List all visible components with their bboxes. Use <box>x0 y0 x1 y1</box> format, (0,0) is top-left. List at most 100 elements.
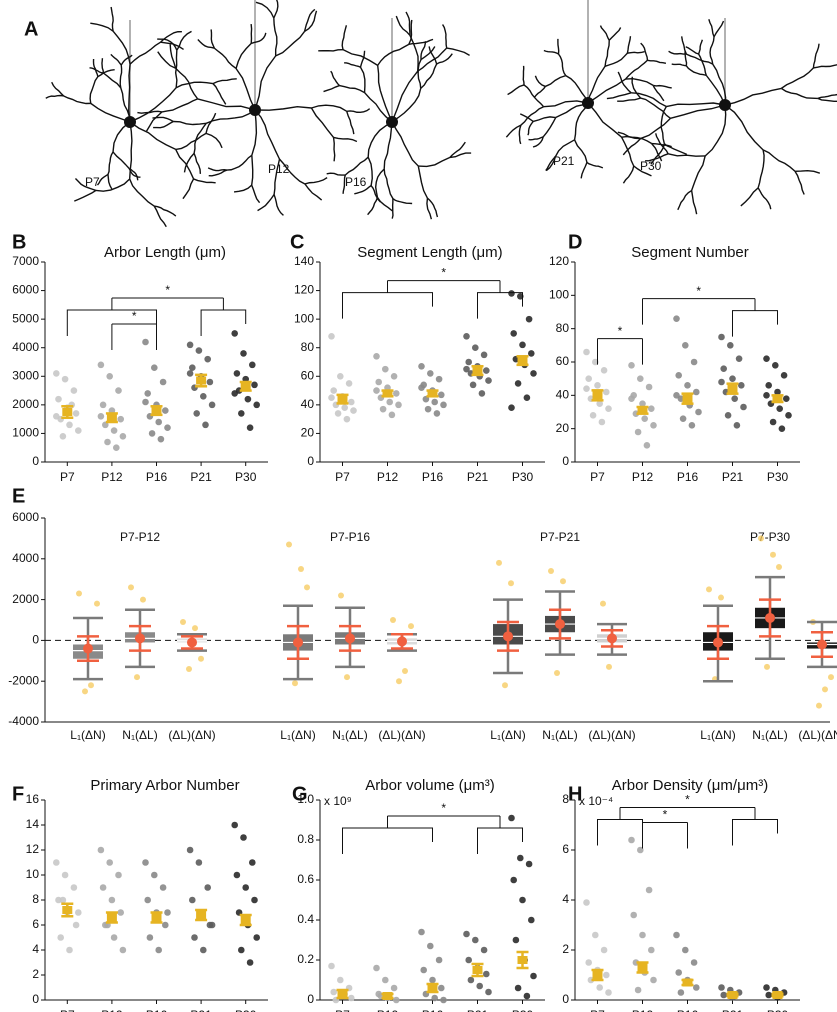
y-tick-label: 1000 <box>12 426 39 440</box>
dendrite <box>153 205 167 228</box>
data-point <box>645 886 653 894</box>
x-tick-label: N₁(ΔL) <box>122 728 157 742</box>
significance-label: * <box>165 283 170 297</box>
data-point <box>180 619 186 626</box>
data-point <box>195 347 203 354</box>
data-point <box>440 401 447 409</box>
data-point <box>99 884 107 891</box>
data-point <box>583 348 590 356</box>
data-point <box>233 370 241 377</box>
dendrite <box>128 168 139 181</box>
data-point <box>246 959 254 966</box>
dendrite <box>51 81 65 97</box>
data-point <box>769 418 777 426</box>
x-tick-label: P7 <box>590 1008 605 1012</box>
data-point <box>776 405 783 412</box>
data-point <box>727 342 734 349</box>
data-point <box>206 378 214 386</box>
data-point <box>606 663 612 670</box>
y-tick-label: 2 <box>562 942 569 956</box>
dendrite <box>89 76 99 104</box>
data-point <box>764 663 770 670</box>
dendrite <box>120 54 133 66</box>
dendrite <box>273 0 279 19</box>
y-tick-label: 40 <box>556 388 570 402</box>
data-point <box>246 424 254 432</box>
significance-label: * <box>441 266 446 280</box>
chart-title: Arbor Length (μm) <box>104 244 226 261</box>
dendrite <box>359 66 366 93</box>
dendrite <box>208 169 228 177</box>
data-point <box>695 408 702 416</box>
x-tick-label: P21 <box>190 470 212 484</box>
dendrite <box>426 197 439 218</box>
data-point <box>483 367 490 374</box>
data-point <box>496 559 502 566</box>
y-tick-label: 80 <box>556 321 570 335</box>
data-point <box>142 859 149 866</box>
data-point <box>379 405 387 413</box>
data-point <box>97 846 105 854</box>
data-point <box>388 411 396 419</box>
data-point <box>523 992 531 1000</box>
data-point <box>718 378 725 386</box>
dendrite <box>655 133 669 155</box>
dendrite <box>326 172 346 176</box>
dendrite <box>153 120 174 129</box>
dendrite <box>653 84 672 89</box>
dendrite <box>374 168 385 198</box>
data-point <box>159 378 167 386</box>
mean-marker <box>151 913 162 922</box>
dendrite <box>197 98 256 111</box>
data-point <box>70 387 78 394</box>
cell-label: P21 <box>553 154 575 168</box>
mean-marker <box>62 906 73 914</box>
x-tick-label: P30 <box>767 1008 789 1012</box>
data-point <box>373 352 380 360</box>
data-point <box>151 364 158 372</box>
data-point <box>480 946 488 954</box>
dendrite <box>534 86 546 98</box>
data-point <box>286 541 292 548</box>
data-point <box>345 380 353 387</box>
dendrite <box>557 38 560 55</box>
mean-marker <box>106 913 117 922</box>
data-point <box>53 370 60 377</box>
data-point <box>628 362 635 369</box>
mean-marker <box>337 395 348 404</box>
dendrite <box>420 41 427 60</box>
y-tick-label: 140 <box>294 254 314 268</box>
mean-marker <box>472 366 483 375</box>
dendrite <box>545 156 557 172</box>
significance-label: * <box>132 309 137 323</box>
data-point <box>724 412 732 419</box>
data-point <box>53 859 60 866</box>
data-point <box>251 381 258 389</box>
data-point <box>630 911 637 919</box>
dendrite <box>532 136 544 148</box>
mean-marker <box>772 394 783 403</box>
x-tick-label: N₁(ΔL) <box>332 728 367 742</box>
mean-marker <box>765 612 775 623</box>
dendrite <box>408 38 434 46</box>
dendrite <box>671 63 687 67</box>
data-point <box>583 899 590 906</box>
x-tick-label: P30 <box>235 1008 257 1012</box>
dendrite <box>573 102 589 140</box>
x-tick-label: P12 <box>101 470 123 484</box>
dendrite <box>519 113 534 123</box>
dendrite <box>557 53 567 77</box>
data-point <box>108 896 116 904</box>
dendrite <box>685 46 699 55</box>
mean-marker <box>337 990 348 998</box>
significance-label: * <box>618 324 623 338</box>
y-tick-label: 100 <box>294 311 314 325</box>
data-point <box>738 382 745 389</box>
data-point <box>735 355 743 362</box>
dendrite <box>95 178 131 192</box>
dendrite <box>226 154 253 171</box>
mean-marker <box>187 637 197 648</box>
data-point <box>97 412 105 420</box>
dendrite <box>554 139 575 157</box>
soma <box>249 104 261 116</box>
